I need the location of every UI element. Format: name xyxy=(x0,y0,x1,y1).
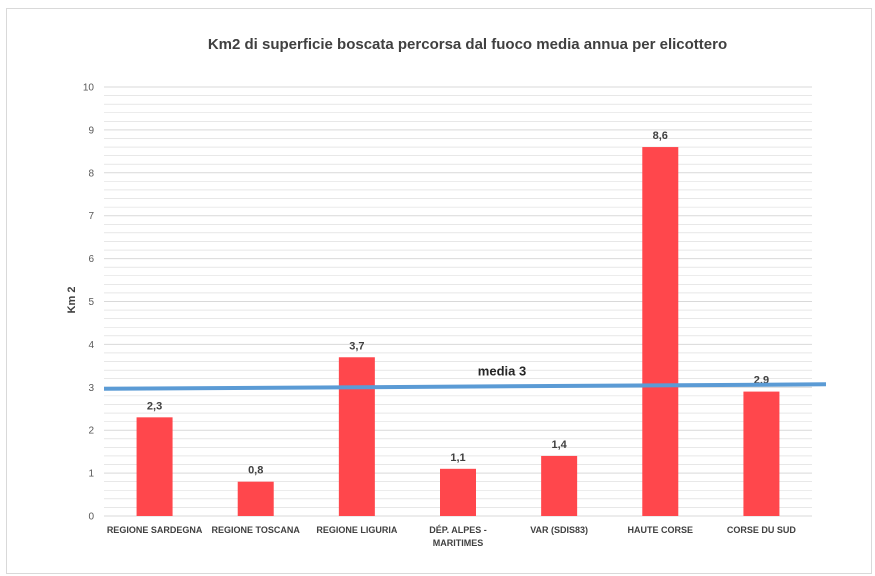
y-tick-label: 4 xyxy=(88,340,94,351)
average-line-group: media 3 xyxy=(103,363,827,391)
chart-title: Km2 di superficie boscata percorsa dal f… xyxy=(207,36,728,53)
category-label: VAR (SDIS83) xyxy=(530,525,588,535)
y-tick-label: 3 xyxy=(88,383,94,394)
average-line xyxy=(103,382,827,391)
y-tick-label: 6 xyxy=(88,254,94,265)
data-label: 2,3 xyxy=(147,400,162,412)
category-label: DÉP. ALPES - xyxy=(429,525,487,535)
bar xyxy=(642,147,679,516)
y-tick-label: 1 xyxy=(88,469,94,480)
gridlines xyxy=(104,86,812,517)
y-axis-ticks: 0 1 2 3 4 5 6 7 8 9 10 xyxy=(83,83,95,523)
bar xyxy=(541,455,578,516)
category-label: REGIONE LIGURIA xyxy=(316,525,398,535)
bars xyxy=(136,147,780,516)
y-tick-label: 10 xyxy=(83,83,95,94)
bar xyxy=(440,468,476,516)
average-label: media 3 xyxy=(478,363,526,378)
data-label: 0,8 xyxy=(248,465,263,477)
bar xyxy=(237,481,274,516)
y-tick-label: 5 xyxy=(88,297,94,308)
bar xyxy=(136,417,173,516)
data-label: 1,4 xyxy=(551,439,567,451)
data-label: 1,1 xyxy=(450,452,465,464)
y-axis-label: Km 2 xyxy=(66,287,78,314)
category-label: REGIONE TOSCANA xyxy=(212,525,301,535)
y-tick-label: 8 xyxy=(88,168,94,179)
category-label: CORSE DU SUD xyxy=(727,525,797,535)
data-label: 3,7 xyxy=(349,340,364,352)
x-axis-categories: REGIONE SARDEGNA REGIONE TOSCANA REGIONE L… xyxy=(107,525,797,548)
bar xyxy=(743,391,780,516)
data-labels: 2,30,83,71,11,48,62,9 xyxy=(147,130,769,477)
category-label: REGIONE SARDEGNA xyxy=(107,525,203,535)
bar xyxy=(338,357,375,516)
y-tick-label: 9 xyxy=(88,125,94,136)
y-tick-label: 2 xyxy=(88,426,94,437)
data-label: 8,6 xyxy=(653,130,668,142)
y-tick-label: 0 xyxy=(88,512,94,523)
category-label: MARITIMES xyxy=(433,538,484,548)
category-label: HAUTE CORSE xyxy=(628,525,694,535)
y-tick-label: 7 xyxy=(88,211,94,222)
